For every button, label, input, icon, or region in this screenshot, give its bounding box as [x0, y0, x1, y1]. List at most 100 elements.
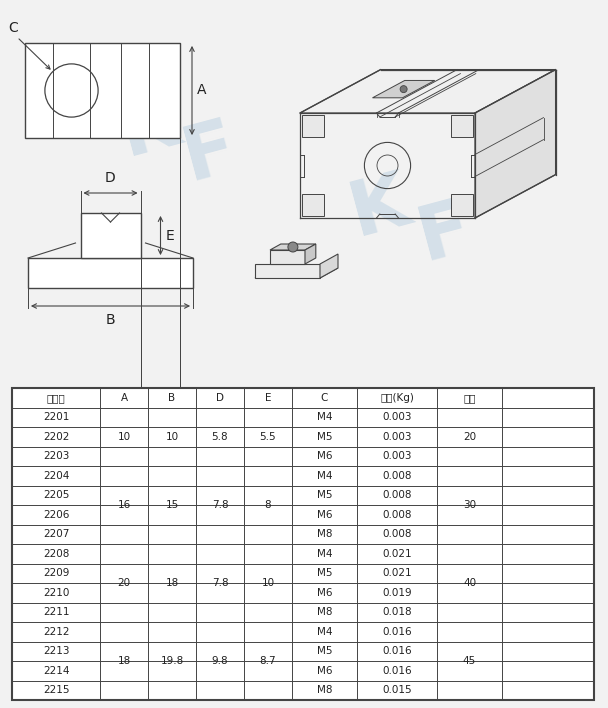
Text: 5.8: 5.8 — [212, 432, 229, 442]
Text: 2204: 2204 — [43, 471, 69, 481]
Text: 型号: 型号 — [463, 393, 475, 403]
Text: 16: 16 — [117, 500, 131, 510]
Text: 5.5: 5.5 — [260, 432, 276, 442]
Text: E: E — [264, 393, 271, 403]
Text: 2202: 2202 — [43, 432, 69, 442]
Text: 2209: 2209 — [43, 569, 69, 578]
Text: M5: M5 — [317, 432, 332, 442]
Bar — [451, 115, 473, 137]
Text: 0.015: 0.015 — [382, 685, 412, 695]
Text: M4: M4 — [317, 471, 332, 481]
Text: A: A — [120, 393, 128, 403]
Text: 8: 8 — [264, 500, 271, 510]
Text: 2211: 2211 — [43, 607, 69, 617]
Text: M6: M6 — [317, 666, 332, 675]
Text: 0.021: 0.021 — [382, 549, 412, 559]
Text: 2210: 2210 — [43, 588, 69, 598]
Text: 10: 10 — [117, 432, 131, 442]
Text: F: F — [510, 510, 580, 595]
Polygon shape — [255, 268, 338, 278]
Text: M8: M8 — [317, 685, 332, 695]
Text: K: K — [342, 164, 418, 251]
Text: M6: M6 — [317, 588, 332, 598]
Text: K: K — [442, 484, 518, 571]
Text: 30: 30 — [463, 500, 476, 510]
Text: B: B — [168, 393, 176, 403]
Text: 2203: 2203 — [43, 451, 69, 461]
Text: F: F — [175, 110, 245, 195]
Text: 2212: 2212 — [43, 627, 69, 636]
Bar — [80, 213, 140, 258]
Bar — [12, 388, 594, 700]
Circle shape — [400, 86, 407, 93]
Text: 18: 18 — [165, 578, 179, 588]
Text: 0.008: 0.008 — [382, 471, 412, 481]
Text: 0.008: 0.008 — [382, 530, 412, 539]
Text: 19.8: 19.8 — [161, 656, 184, 666]
Polygon shape — [255, 264, 320, 278]
Text: 15: 15 — [165, 500, 179, 510]
Text: 10: 10 — [261, 578, 275, 588]
Text: 7.8: 7.8 — [212, 578, 229, 588]
Text: M4: M4 — [317, 627, 332, 636]
Text: C: C — [8, 21, 18, 35]
Text: 2207: 2207 — [43, 530, 69, 539]
Text: M5: M5 — [317, 569, 332, 578]
Text: M6: M6 — [317, 510, 332, 520]
Text: 8.7: 8.7 — [260, 656, 276, 666]
Polygon shape — [270, 250, 305, 264]
Text: M4: M4 — [317, 412, 332, 422]
Text: 45: 45 — [463, 656, 476, 666]
Text: A: A — [197, 84, 207, 98]
Polygon shape — [300, 69, 556, 113]
Text: D: D — [105, 171, 116, 185]
Bar — [451, 194, 473, 216]
Text: 20: 20 — [117, 578, 131, 588]
Text: 0.003: 0.003 — [382, 451, 412, 461]
Polygon shape — [373, 81, 435, 98]
Text: M8: M8 — [317, 607, 332, 617]
Bar — [302, 115, 324, 137]
Text: 2201: 2201 — [43, 412, 69, 422]
Text: 0.016: 0.016 — [382, 627, 412, 636]
Text: 10: 10 — [165, 432, 179, 442]
Text: 0.016: 0.016 — [382, 666, 412, 675]
Text: M6: M6 — [317, 451, 332, 461]
Text: M5: M5 — [317, 646, 332, 656]
Bar — [302, 194, 324, 216]
Text: M8: M8 — [317, 530, 332, 539]
Text: 0.016: 0.016 — [382, 646, 412, 656]
Text: 0.019: 0.019 — [382, 588, 412, 598]
Text: 20: 20 — [463, 432, 476, 442]
Text: 2213: 2213 — [43, 646, 69, 656]
Text: 0.003: 0.003 — [382, 412, 412, 422]
Text: 7.8: 7.8 — [212, 500, 229, 510]
Bar — [28, 258, 193, 288]
Bar — [12, 388, 594, 700]
Bar — [25, 43, 180, 138]
Polygon shape — [305, 244, 316, 264]
Text: M5: M5 — [317, 490, 332, 501]
Text: 2205: 2205 — [43, 490, 69, 501]
Text: 重量(Kg): 重量(Kg) — [380, 393, 414, 403]
Text: B: B — [106, 313, 116, 327]
Text: 0.021: 0.021 — [382, 569, 412, 578]
Text: M4: M4 — [317, 549, 332, 559]
Text: D: D — [216, 393, 224, 403]
Text: 40: 40 — [463, 578, 476, 588]
Polygon shape — [475, 69, 556, 218]
Text: 2215: 2215 — [43, 685, 69, 695]
Polygon shape — [320, 254, 338, 278]
Text: 订货号: 订货号 — [47, 393, 66, 403]
Text: E: E — [165, 229, 174, 243]
Text: 0.008: 0.008 — [382, 490, 412, 501]
Circle shape — [288, 242, 298, 252]
Text: C: C — [321, 393, 328, 403]
Text: 0.003: 0.003 — [382, 432, 412, 442]
Text: K: K — [112, 84, 188, 171]
Text: 9.8: 9.8 — [212, 656, 229, 666]
Text: 2208: 2208 — [43, 549, 69, 559]
Text: 2214: 2214 — [43, 666, 69, 675]
Text: 18: 18 — [117, 656, 131, 666]
Text: F: F — [410, 190, 480, 275]
